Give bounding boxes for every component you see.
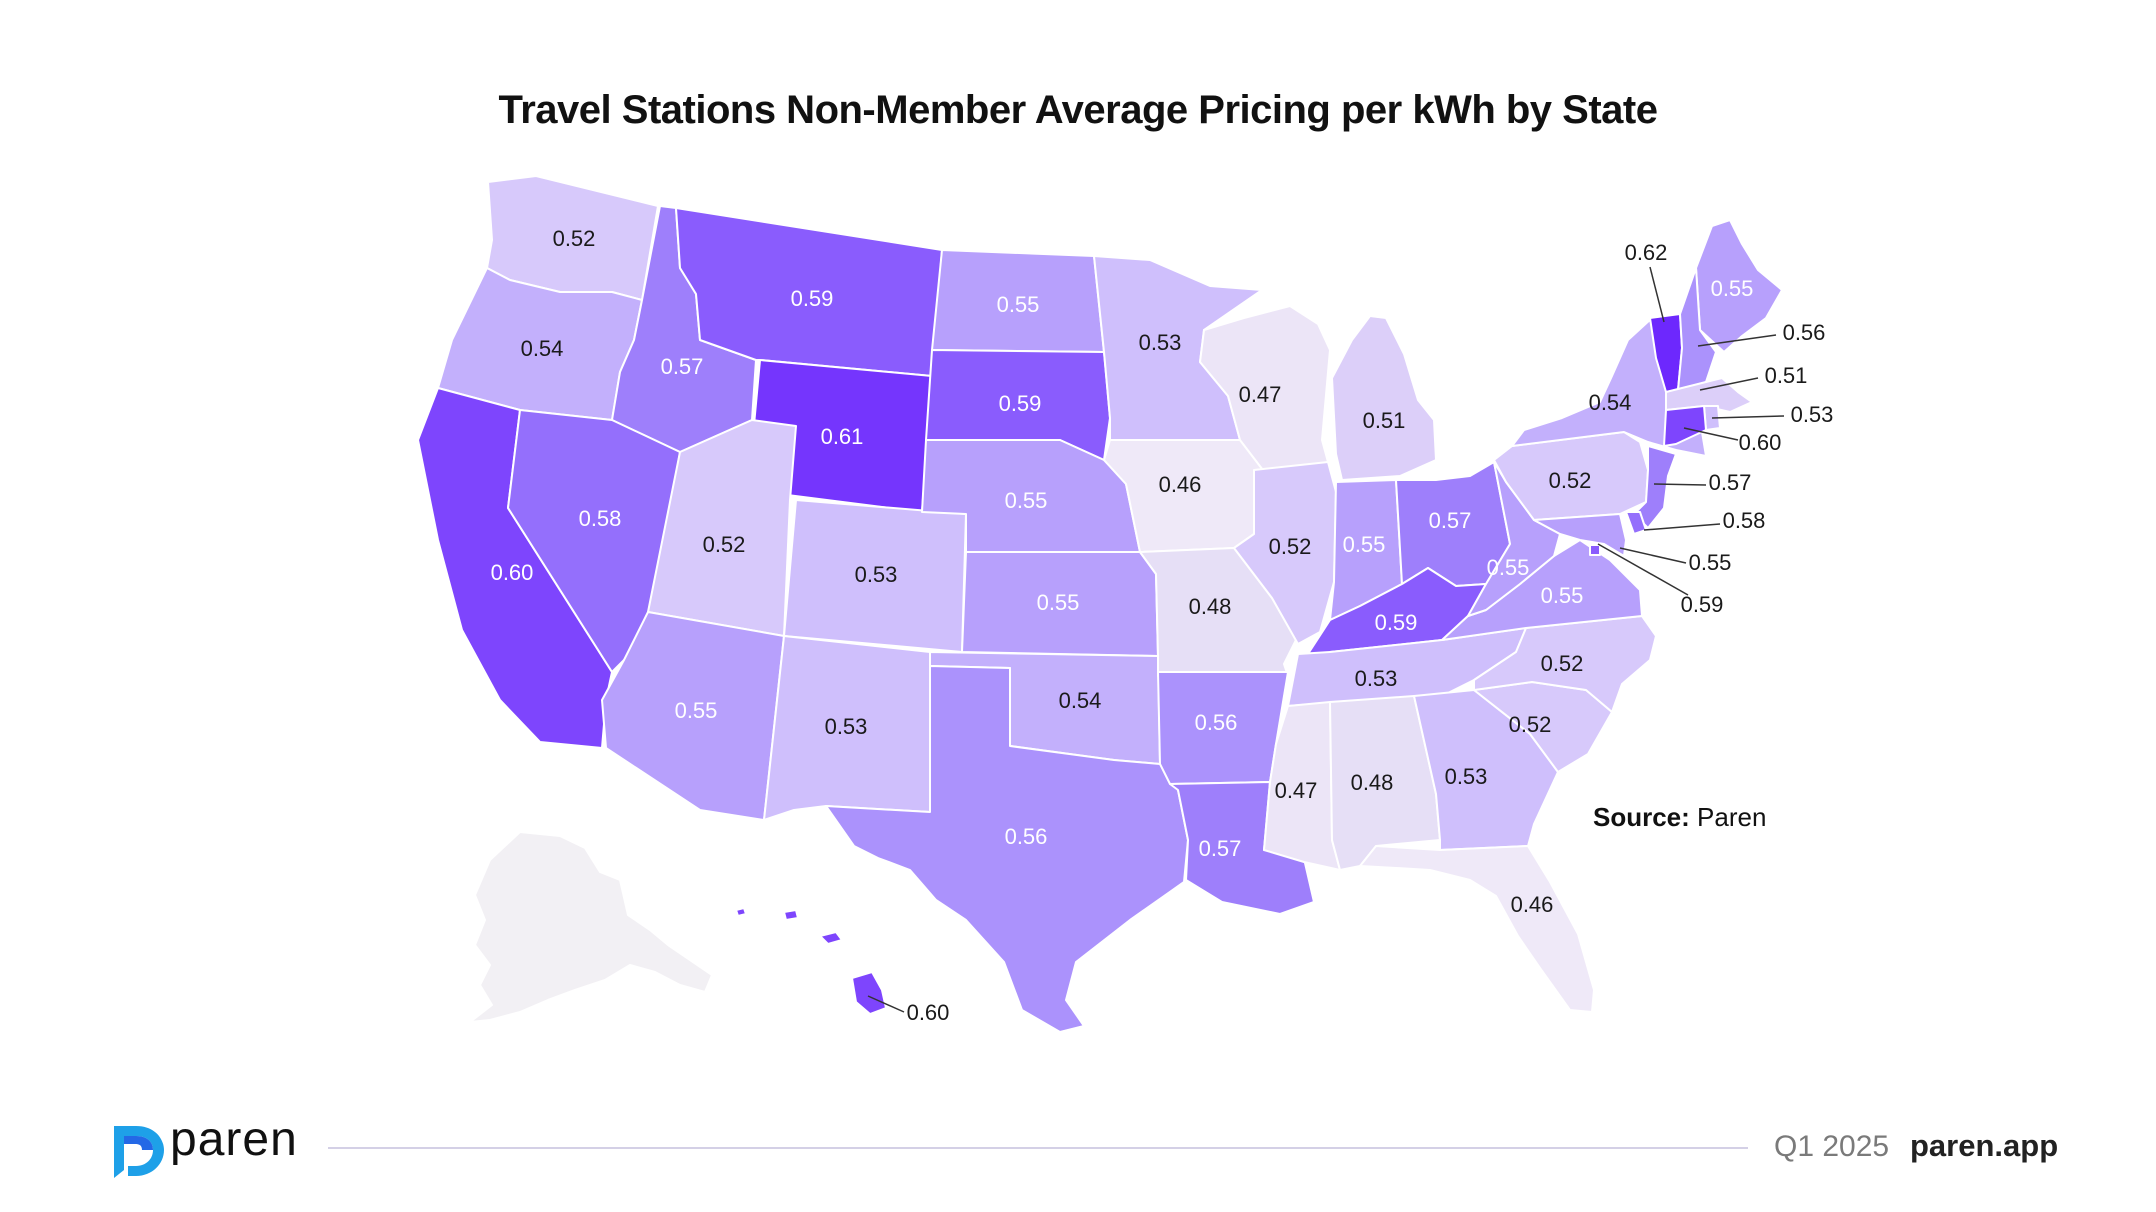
value-label-SC: 0.52 — [1509, 712, 1552, 737]
state-WI[interactable] — [1199, 305, 1331, 475]
source-label: Source: — [1593, 802, 1690, 832]
value-label-DC: 0.59 — [1681, 592, 1724, 617]
state-FL[interactable] — [1359, 845, 1595, 1013]
leader-DE — [1643, 523, 1721, 531]
leader-MD — [1619, 547, 1687, 564]
state-TX[interactable] — [825, 665, 1189, 1033]
leader-VT — [1649, 266, 1665, 323]
value-label-KS: 0.55 — [1037, 590, 1080, 615]
value-label-UT: 0.52 — [703, 532, 746, 557]
value-label-KY: 0.59 — [1375, 610, 1418, 635]
value-label-TN: 0.53 — [1355, 666, 1398, 691]
paren-logo-icon — [114, 1126, 164, 1178]
value-label-WA: 0.52 — [553, 226, 596, 251]
value-label-NC: 0.52 — [1541, 651, 1584, 676]
leader-DC — [1597, 543, 1689, 596]
value-label-OR: 0.54 — [521, 336, 564, 361]
state-shapes — [417, 175, 1783, 1033]
leader-NJ — [1653, 483, 1707, 486]
value-label-VA: 0.55 — [1541, 583, 1584, 608]
leader-lines — [867, 266, 1785, 1013]
value-label-WY: 0.61 — [821, 424, 864, 449]
value-label-MO: 0.48 — [1189, 594, 1232, 619]
value-label-CA: 0.60 — [491, 560, 534, 585]
footer-divider — [328, 1147, 1748, 1149]
state-MI[interactable] — [1331, 315, 1437, 481]
value-label-MT: 0.59 — [791, 286, 834, 311]
value-label-MI: 0.51 — [1363, 408, 1406, 433]
value-label-LA: 0.57 — [1199, 836, 1242, 861]
value-label-MS: 0.47 — [1275, 778, 1318, 803]
value-label-IA: 0.46 — [1159, 472, 1202, 497]
state-IL[interactable] — [1233, 461, 1337, 645]
value-label-RI: 0.53 — [1791, 402, 1834, 427]
value-label-AR: 0.56 — [1195, 710, 1238, 735]
value-labels: 0.52 0.54 0.60 0.57 0.58 0.59 0.61 0.52 … — [491, 226, 1834, 1025]
source-value: Paren — [1697, 802, 1767, 832]
leader-HI — [867, 995, 905, 1013]
value-label-DE: 0.58 — [1723, 508, 1766, 533]
brand-wordmark: paren — [170, 1113, 298, 1166]
leader-MA — [1699, 377, 1759, 391]
state-AK[interactable] — [469, 831, 713, 1023]
state-ME[interactable] — [1695, 219, 1783, 353]
value-label-IN: 0.55 — [1343, 532, 1386, 557]
state-NC[interactable] — [1473, 615, 1657, 713]
page-title: Travel Stations Non-Member Average Prici… — [498, 88, 1658, 132]
value-label-NE: 0.55 — [1005, 488, 1048, 513]
state-CT[interactable] — [1663, 405, 1707, 447]
value-label-FL: 0.46 — [1511, 892, 1554, 917]
value-label-MA: 0.51 — [1765, 363, 1808, 388]
value-label-NJ: 0.57 — [1709, 470, 1752, 495]
state-MD[interactable] — [1533, 513, 1627, 557]
value-label-AL: 0.48 — [1351, 770, 1394, 795]
value-label-MN: 0.53 — [1139, 330, 1182, 355]
value-label-MD: 0.55 — [1689, 550, 1732, 575]
value-label-ME: 0.55 — [1711, 276, 1754, 301]
state-DC[interactable] — [1589, 544, 1601, 556]
value-label-WI: 0.47 — [1239, 382, 1282, 407]
value-label-VT: 0.62 — [1625, 240, 1668, 265]
leader-NH — [1697, 334, 1777, 347]
value-label-OK: 0.54 — [1059, 688, 1102, 713]
value-label-NV: 0.58 — [579, 506, 622, 531]
value-label-NM: 0.53 — [825, 714, 868, 739]
state-NH[interactable] — [1677, 267, 1717, 391]
state-NJ[interactable] — [1633, 445, 1677, 529]
value-label-PA: 0.52 — [1549, 468, 1592, 493]
site-link[interactable]: paren.app — [1910, 1128, 2059, 1163]
value-label-AZ: 0.55 — [675, 698, 718, 723]
leader-CT — [1683, 427, 1739, 441]
value-label-WV: 0.55 — [1487, 555, 1530, 580]
state-HI[interactable] — [735, 907, 887, 1015]
value-label-ID: 0.57 — [661, 354, 704, 379]
value-label-NY: 0.54 — [1589, 390, 1632, 415]
source-note: Source: Paren — [1593, 802, 1766, 833]
value-label-CO: 0.53 — [855, 562, 898, 587]
value-label-TX: 0.56 — [1005, 824, 1048, 849]
value-label-OH: 0.57 — [1429, 508, 1472, 533]
value-label-HI: 0.60 — [907, 1000, 950, 1025]
value-label-SD: 0.59 — [999, 391, 1042, 416]
report-period: Q1 2025 — [1774, 1130, 1890, 1163]
value-label-GA: 0.53 — [1445, 764, 1488, 789]
value-label-ND: 0.55 — [997, 292, 1040, 317]
value-label-CT: 0.60 — [1739, 430, 1782, 455]
value-label-NH: 0.56 — [1783, 320, 1826, 345]
value-label-IL: 0.52 — [1269, 534, 1312, 559]
leader-RI — [1711, 415, 1785, 419]
